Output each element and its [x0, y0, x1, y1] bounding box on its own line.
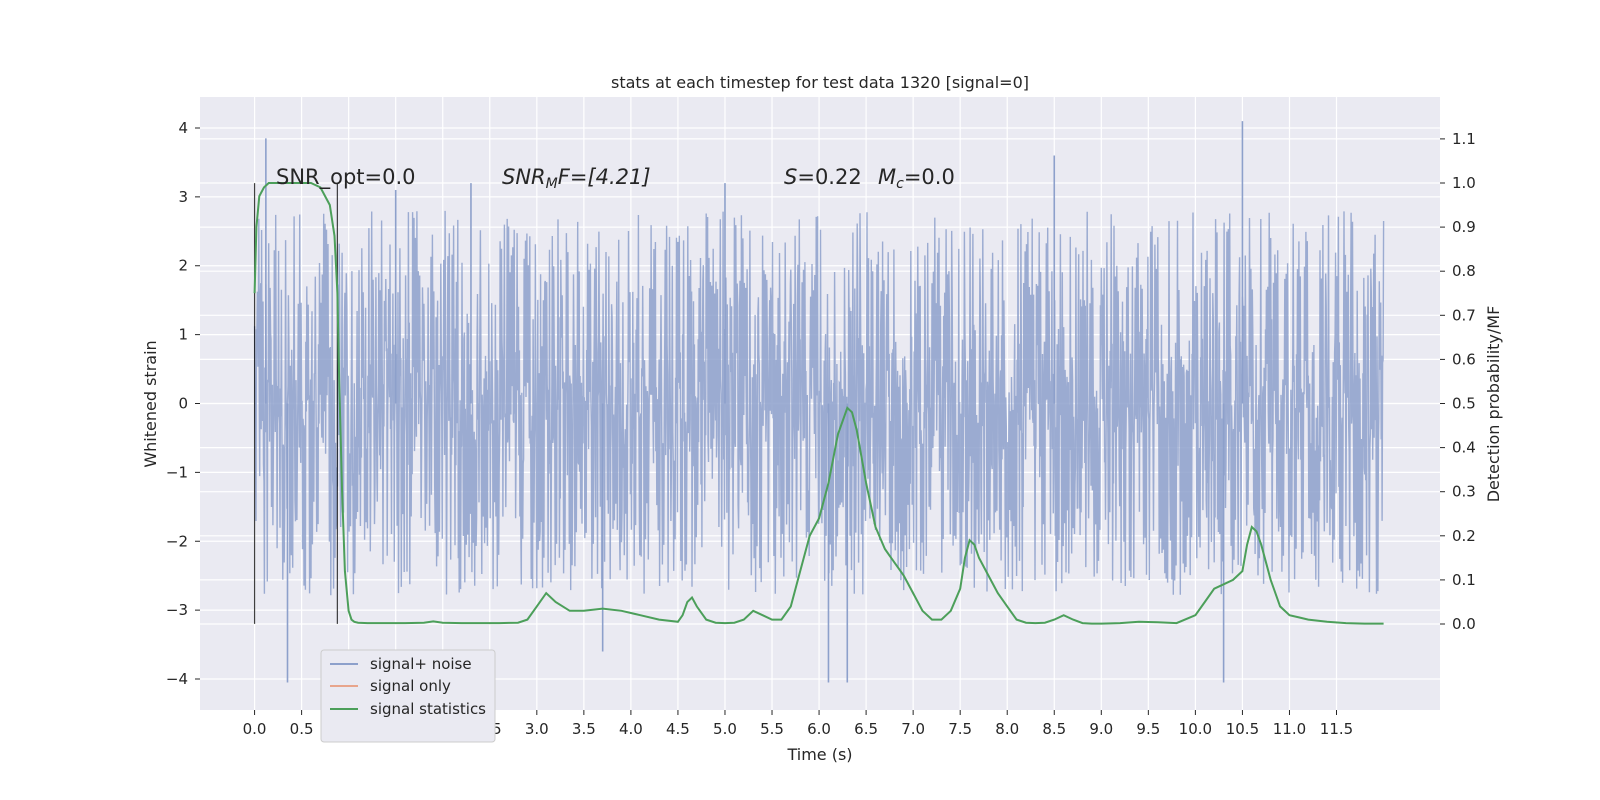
legend-label-signal-only: signal only: [370, 677, 451, 695]
x-tick-label: 8.5: [1042, 720, 1066, 738]
x-tick-label: 11.5: [1320, 720, 1353, 738]
annotation-s: S=0.22: [784, 165, 862, 189]
x-tick-label: 3.0: [525, 720, 549, 738]
y-tick-label: 4: [178, 119, 188, 137]
legend-label-signal-noise: signal+ noise: [370, 655, 472, 673]
legend-box: [320, 649, 496, 743]
snr-mf-sub: M: [546, 176, 558, 192]
legend: signal+ noise signal only signal statist…: [320, 649, 496, 743]
vertical-markers: [253, 183, 338, 624]
x-tick-label: 4.5: [666, 720, 690, 738]
x-axis-label: Time (s): [786, 745, 852, 764]
mc-sub: c: [896, 176, 904, 192]
x-tick-label: 6.5: [854, 720, 878, 738]
x-tick-label: 6.0: [807, 720, 831, 738]
y-tick-label: 2: [178, 257, 188, 275]
signal-noise-series: [253, 121, 1385, 683]
y2-tick-labels: 1.1 1.0 0.9 0.8 0.7 0.6 0.5 0.4 0.3 0.2 0.1 0.0: [1440, 130, 1476, 633]
x-tick-label: 5.5: [760, 720, 784, 738]
y-tick-label: 0: [178, 395, 188, 413]
y2-tick-label: 0.9: [1452, 218, 1476, 236]
x-tick-label: 8.0: [995, 720, 1019, 738]
y-tick-label: −1: [166, 463, 188, 481]
y2-tick-label: 0.1: [1452, 571, 1476, 589]
annotation-snr-mf: SNRMF=[4.21]: [502, 165, 651, 192]
x-tick-label: 4.0: [619, 720, 643, 738]
mc-main: M: [878, 165, 896, 189]
y2-tick-label: 0.7: [1452, 306, 1476, 324]
legend-label-signal-statistics: signal statistics: [370, 700, 486, 718]
y2-tick-label: 0.8: [1452, 262, 1476, 280]
x-tick-label: 9.0: [1089, 720, 1113, 738]
y-tick-label: −4: [166, 670, 188, 688]
s-main: S: [784, 165, 797, 189]
x-tick-label: 7.5: [948, 720, 972, 738]
mc-rest: =0.0: [904, 165, 955, 189]
x-tick-label: 11.0: [1273, 720, 1306, 738]
x-tick-label: 9.5: [1136, 720, 1160, 738]
x-tick-label: 3.5: [572, 720, 596, 738]
y-tick-labels: 4 3 2 1 0 −1 −2 −3 −4: [166, 119, 200, 688]
x-tick-label: 7.0: [901, 720, 925, 738]
y2-axis-label: Detection probability/MF: [1484, 306, 1503, 503]
x-tick-label: 10.5: [1226, 720, 1259, 738]
y2-tick-label: 1.0: [1452, 174, 1476, 192]
snr-mf-main: SNR: [502, 165, 546, 189]
annotation-mc: Mc=0.0: [878, 165, 955, 192]
x-tick-label: 0.0: [243, 720, 267, 738]
y2-tick-label: 0.2: [1452, 527, 1476, 545]
x-tick-label: 5.0: [713, 720, 737, 738]
y-tick-label: 1: [178, 326, 188, 344]
signal-statistics-series: [253, 182, 1384, 625]
y-tick-label: −2: [166, 532, 188, 550]
y-axis-label: Whitened strain: [141, 340, 160, 467]
y2-tick-label: 0.5: [1452, 395, 1476, 413]
y2-tick-label: 0.3: [1452, 483, 1476, 501]
signal-noise-line: [253, 210, 1385, 596]
x-tick-label: 0.5: [290, 720, 314, 738]
y2-tick-label: 0.0: [1452, 615, 1476, 633]
y-tick-label: −3: [166, 601, 188, 619]
y2-tick-label: 0.6: [1452, 350, 1476, 368]
chart-title: stats at each timestep for test data 132…: [611, 73, 1029, 92]
y2-tick-label: 0.4: [1452, 439, 1476, 457]
y-tick-label: 3: [178, 188, 188, 206]
snr-mf-rest: F=[4.21]: [558, 165, 651, 189]
annotation-snr-opt: SNR_opt=0.0: [276, 165, 416, 190]
s-rest: =0.22: [797, 165, 861, 189]
signal-statistics-line: [253, 182, 1384, 625]
x-tick-label: 10.0: [1179, 720, 1212, 738]
y2-tick-label: 1.1: [1452, 130, 1476, 148]
